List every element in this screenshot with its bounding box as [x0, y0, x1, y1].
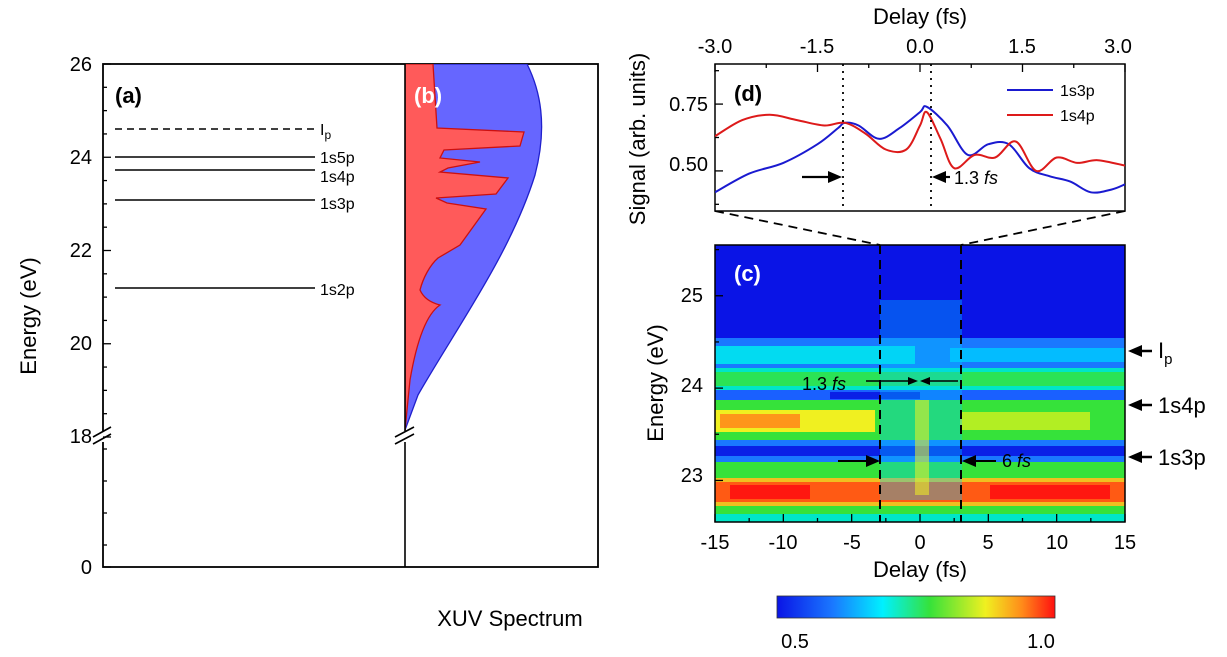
zoom-line-left — [714, 210, 881, 246]
panel-c-label: (c) — [734, 261, 761, 286]
xtick-label: -5 — [843, 532, 861, 554]
panel-d-series — [715, 105, 1125, 194]
axis-break-mark — [92, 433, 112, 445]
panel-c-ticks — [714, 248, 1126, 522]
panel-d-label: (d) — [734, 81, 762, 106]
panel-d-frame — [714, 63, 1126, 212]
ytick-label: 20 — [70, 333, 92, 355]
d-arrow-right-head — [932, 171, 946, 183]
1s4p-arrow-head — [1128, 399, 1142, 411]
axis-break-mark — [394, 426, 415, 438]
inner-arrow-right-head — [920, 377, 930, 385]
inner-arrow-left-head — [908, 377, 918, 385]
xuv-transmitted-area — [405, 64, 525, 431]
legend-label-1s3p: 1s3p — [1060, 83, 1095, 100]
xtick-label: 0 — [914, 532, 925, 554]
heatmap-image — [715, 245, 1125, 522]
panel-c-ylabel: Energy (eV) — [643, 324, 668, 441]
panel-c-inner-annotation: 1.3 fs — [802, 374, 846, 394]
ytick-label: 23 — [681, 465, 703, 487]
xtick-label: 5 — [982, 532, 993, 554]
ytick-label: 18 — [70, 426, 92, 448]
ip-level-label: Ip — [320, 122, 331, 142]
series-line-1s4p — [715, 110, 1125, 173]
panel-a-ticks — [103, 63, 111, 568]
panel-b-label: (b) — [414, 83, 442, 108]
colorbar-min-label: 0.5 — [781, 631, 809, 653]
right-label-ip: Ip — [1158, 338, 1172, 368]
ytick-label: 0 — [81, 557, 92, 579]
level-1s4p-label: 1s4p — [320, 169, 355, 186]
ytick-label: 0.50 — [669, 154, 708, 176]
panel-a-frame — [102, 63, 599, 568]
d-arrow-left-head — [828, 171, 842, 183]
panel-c-outer-annotation: 6 fs — [1002, 451, 1031, 471]
level-1s5p-label: 1s5p — [320, 150, 355, 167]
ip-arrow-head — [1128, 345, 1142, 357]
ytick-label: 24 — [681, 375, 703, 397]
level-1s2p-label: 1s2p — [320, 282, 355, 299]
xtick-label: -3.0 — [698, 36, 732, 58]
panel-b: (b) XUV Spectrum — [394, 64, 583, 631]
xtick-label: -15 — [701, 532, 730, 554]
panel-d-ticks — [714, 64, 1126, 205]
right-label-1s3p: 1s3p — [1158, 445, 1206, 470]
xtick-label: 15 — [1114, 532, 1136, 554]
zoom-line-right — [960, 210, 1126, 246]
ytick-label: 26 — [70, 54, 92, 76]
colorbar: 0.5 1.0 — [776, 595, 1056, 653]
colorbar-gradient — [776, 595, 1056, 619]
colorbar-max-label: 1.0 — [1027, 631, 1055, 653]
xtick-label: 3.0 — [1104, 36, 1132, 58]
panel-d-annotation: 1.3 fs — [954, 168, 998, 188]
outer-arrow-left-head — [866, 455, 880, 467]
axis-break-mark — [92, 426, 112, 438]
panel-d-xlabel: Delay (fs) — [873, 4, 967, 29]
panel-b-xlabel: XUV Spectrum — [437, 606, 583, 631]
series-line-1s3p — [715, 105, 1125, 194]
panel-c: (c) 1.3 fs 6 fs 25 24 23 -15 -10 -5 0 5 … — [643, 210, 1206, 582]
right-label-1s4p: 1s4p — [1158, 393, 1206, 418]
xtick-label: 1.5 — [1008, 36, 1036, 58]
ytick-label: 25 — [681, 285, 703, 307]
panel-d: (d) 1.3 fs 1s3p 1s4p 0.75 0.50 -3.0 -1.5… — [625, 4, 1132, 225]
axis-break-mark — [394, 433, 415, 445]
ytick-label: 24 — [70, 147, 92, 169]
xtick-label: -1.5 — [800, 36, 834, 58]
1s3p-arrow-head — [1128, 451, 1142, 463]
outer-arrow-right-head — [962, 455, 976, 467]
ytick-label: 0.75 — [669, 94, 708, 116]
xtick-label: -10 — [769, 532, 798, 554]
axis-break-right-gap — [394, 431, 416, 442]
xtick-label: 10 — [1046, 532, 1068, 554]
panel-d-ylabel: Signal (arb. units) — [625, 53, 650, 225]
xtick-label: 0.0 — [906, 36, 934, 58]
panel-c-xlabel: Delay (fs) — [873, 557, 967, 582]
ytick-label: 22 — [70, 240, 92, 262]
legend-label-1s4p: 1s4p — [1060, 108, 1095, 125]
level-1s3p-label: 1s3p — [320, 196, 355, 213]
panel-a-ylabel: Energy (eV) — [16, 257, 41, 374]
panel-a: 26 24 22 20 18 0 Energy (eV) (a) Ip 1s5p… — [16, 54, 599, 579]
panel-a-label: (a) — [115, 83, 142, 108]
